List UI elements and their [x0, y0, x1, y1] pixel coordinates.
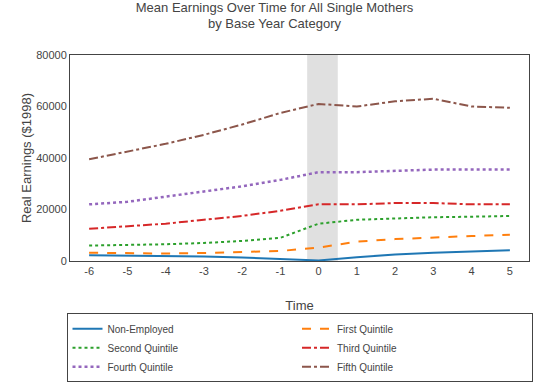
- svg-text:Real Earnings ($1998): Real Earnings ($1998): [19, 93, 34, 223]
- svg-text:60000: 60000: [36, 100, 67, 112]
- svg-text:-5: -5: [122, 265, 132, 277]
- svg-text:0: 0: [316, 265, 322, 277]
- svg-text:-4: -4: [161, 265, 171, 277]
- svg-text:Fourth Quintile: Fourth Quintile: [108, 362, 174, 373]
- svg-text:Time: Time: [285, 298, 313, 313]
- svg-text:Non-Employed: Non-Employed: [108, 324, 174, 335]
- svg-text:Second Quintile: Second Quintile: [108, 343, 179, 354]
- svg-text:0: 0: [61, 255, 67, 267]
- svg-text:80000: 80000: [36, 49, 67, 61]
- svg-text:Fifth Quintile: Fifth Quintile: [337, 362, 394, 373]
- svg-text:2: 2: [392, 265, 398, 277]
- svg-text:40000: 40000: [36, 152, 67, 164]
- svg-text:-1: -1: [275, 265, 285, 277]
- svg-text:-6: -6: [84, 265, 94, 277]
- svg-text:3: 3: [430, 265, 436, 277]
- svg-text:1: 1: [354, 265, 360, 277]
- svg-text:5: 5: [507, 265, 513, 277]
- svg-text:First Quintile: First Quintile: [337, 324, 394, 335]
- svg-text:Third Quintile: Third Quintile: [337, 343, 397, 354]
- svg-text:-3: -3: [199, 265, 209, 277]
- svg-text:Mean Earnings Over Time for Al: Mean Earnings Over Time for All Single M…: [136, 0, 414, 31]
- svg-text:-2: -2: [237, 265, 247, 277]
- svg-text:4: 4: [469, 265, 475, 277]
- svg-text:20000: 20000: [36, 203, 67, 215]
